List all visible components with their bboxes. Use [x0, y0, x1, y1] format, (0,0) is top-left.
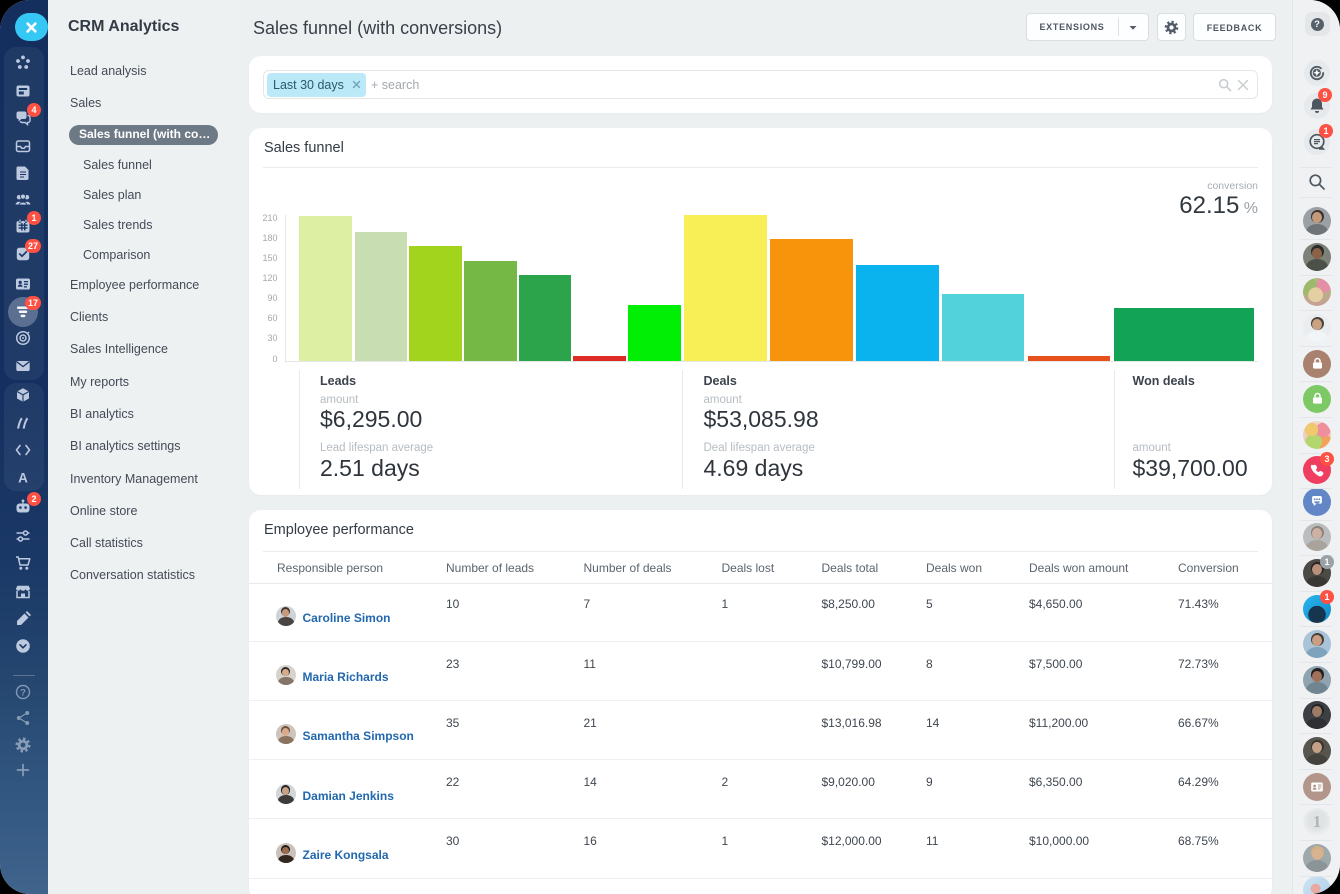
svg-text:?: ? — [20, 688, 26, 699]
svg-text:A: A — [18, 471, 28, 486]
